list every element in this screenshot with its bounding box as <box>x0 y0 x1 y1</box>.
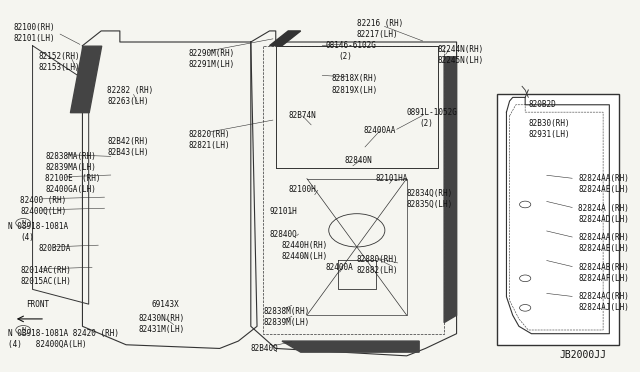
Text: (2): (2) <box>419 119 433 128</box>
Text: 82100E  (RH): 82100E (RH) <box>45 174 100 183</box>
Circle shape <box>520 305 531 311</box>
Text: 82B74N: 82B74N <box>288 111 316 121</box>
Text: 82819X(LH): 82819X(LH) <box>332 86 378 94</box>
Text: 82263(LH): 82263(LH) <box>108 97 149 106</box>
Text: 82882(LH): 82882(LH) <box>357 266 399 275</box>
Text: 82838MA(RH): 82838MA(RH) <box>45 152 96 161</box>
Text: 82101(LH): 82101(LH) <box>14 34 56 43</box>
Text: 82290M(RH): 82290M(RH) <box>188 49 235 58</box>
Text: 82824AE(LH): 82824AE(LH) <box>578 185 629 194</box>
Bar <box>497 94 619 345</box>
Text: 82824AA(RH): 82824AA(RH) <box>578 233 629 242</box>
Text: 82244N(RH): 82244N(RH) <box>438 45 484 54</box>
Text: (4): (4) <box>20 233 34 242</box>
Text: 82820(RH): 82820(RH) <box>188 130 230 139</box>
Text: 82B40Q: 82B40Q <box>251 344 278 353</box>
Text: 82839MA(LH): 82839MA(LH) <box>45 163 96 172</box>
Polygon shape <box>269 31 301 46</box>
Text: 82216 (RH): 82216 (RH) <box>357 19 403 28</box>
Text: 69143X: 69143X <box>151 300 179 309</box>
Text: 82440H(RH): 82440H(RH) <box>282 241 328 250</box>
Text: 82400GA(LH): 82400GA(LH) <box>45 185 96 194</box>
Text: 82880(RH): 82880(RH) <box>357 255 399 264</box>
Text: 82440N(LH): 82440N(LH) <box>282 251 328 261</box>
Text: 82282 (RH): 82282 (RH) <box>108 86 154 94</box>
Text: 92101H: 92101H <box>269 207 297 217</box>
Polygon shape <box>444 57 456 323</box>
Text: (4)   82400QA(LH): (4) 82400QA(LH) <box>8 340 86 349</box>
Text: 82821(LH): 82821(LH) <box>188 141 230 150</box>
Text: 08146-6102G: 08146-6102G <box>326 41 376 50</box>
Text: N: N <box>21 327 25 333</box>
Text: 820B2DA: 820B2DA <box>39 244 71 253</box>
Circle shape <box>520 275 531 282</box>
Text: 82430N(RH): 82430N(RH) <box>139 314 185 323</box>
Text: 82840Q: 82840Q <box>269 230 297 238</box>
Text: 82B42(RH): 82B42(RH) <box>108 137 149 146</box>
Text: 82824AB(RH): 82824AB(RH) <box>578 263 629 272</box>
Text: 82B43(LH): 82B43(LH) <box>108 148 149 157</box>
Text: 82400 (RH): 82400 (RH) <box>20 196 67 205</box>
Text: 82152(RH): 82152(RH) <box>39 52 81 61</box>
Text: N 08918-1081A: N 08918-1081A <box>8 222 68 231</box>
Text: 82839M(LH): 82839M(LH) <box>263 318 310 327</box>
Text: 82824AJ(LH): 82824AJ(LH) <box>578 303 629 312</box>
Text: JB2000JJ: JB2000JJ <box>559 350 606 359</box>
Text: 82931(LH): 82931(LH) <box>528 130 570 139</box>
Text: 82245N(LH): 82245N(LH) <box>438 56 484 65</box>
Text: 82834Q(RH): 82834Q(RH) <box>406 189 453 198</box>
Text: 82217(LH): 82217(LH) <box>357 30 399 39</box>
Text: 82818X(RH): 82818X(RH) <box>332 74 378 83</box>
Text: 82291M(LH): 82291M(LH) <box>188 60 235 69</box>
Circle shape <box>520 201 531 208</box>
Text: 82101HA: 82101HA <box>376 174 408 183</box>
Text: 82835Q(LH): 82835Q(LH) <box>406 200 453 209</box>
Text: 820B2D: 820B2D <box>528 100 556 109</box>
Text: 82153(LH): 82153(LH) <box>39 63 81 72</box>
Text: 82824AA(RH): 82824AA(RH) <box>578 174 629 183</box>
Text: 0891L-1052G: 0891L-1052G <box>406 108 458 117</box>
Text: 82431M(LH): 82431M(LH) <box>139 326 185 334</box>
Text: 82824AD(LH): 82824AD(LH) <box>578 215 629 224</box>
Text: 82400AA: 82400AA <box>363 126 396 135</box>
Text: 82824A (RH): 82824A (RH) <box>578 203 629 213</box>
Text: 82B30(RH): 82B30(RH) <box>528 119 570 128</box>
Text: FRONT: FRONT <box>26 300 49 309</box>
Text: 82840N: 82840N <box>344 155 372 165</box>
Text: 82824AE(LH): 82824AE(LH) <box>578 244 629 253</box>
Text: 82400A: 82400A <box>326 263 353 272</box>
Text: N: N <box>21 221 25 225</box>
Text: (2): (2) <box>338 52 352 61</box>
Text: 82400Q(LH): 82400Q(LH) <box>20 207 67 217</box>
Text: 82824AF(LH): 82824AF(LH) <box>578 274 629 283</box>
Text: 82824AC(RH): 82824AC(RH) <box>578 292 629 301</box>
Polygon shape <box>282 341 419 352</box>
Text: 82100(RH): 82100(RH) <box>14 23 56 32</box>
Text: 82014AC(RH): 82014AC(RH) <box>20 266 71 275</box>
Text: 82015AC(LH): 82015AC(LH) <box>20 278 71 286</box>
Text: 82838M(RH): 82838M(RH) <box>263 307 310 316</box>
Text: 82100H: 82100H <box>288 185 316 194</box>
Text: N 0B918-1081A 82420 (RH): N 0B918-1081A 82420 (RH) <box>8 329 118 338</box>
